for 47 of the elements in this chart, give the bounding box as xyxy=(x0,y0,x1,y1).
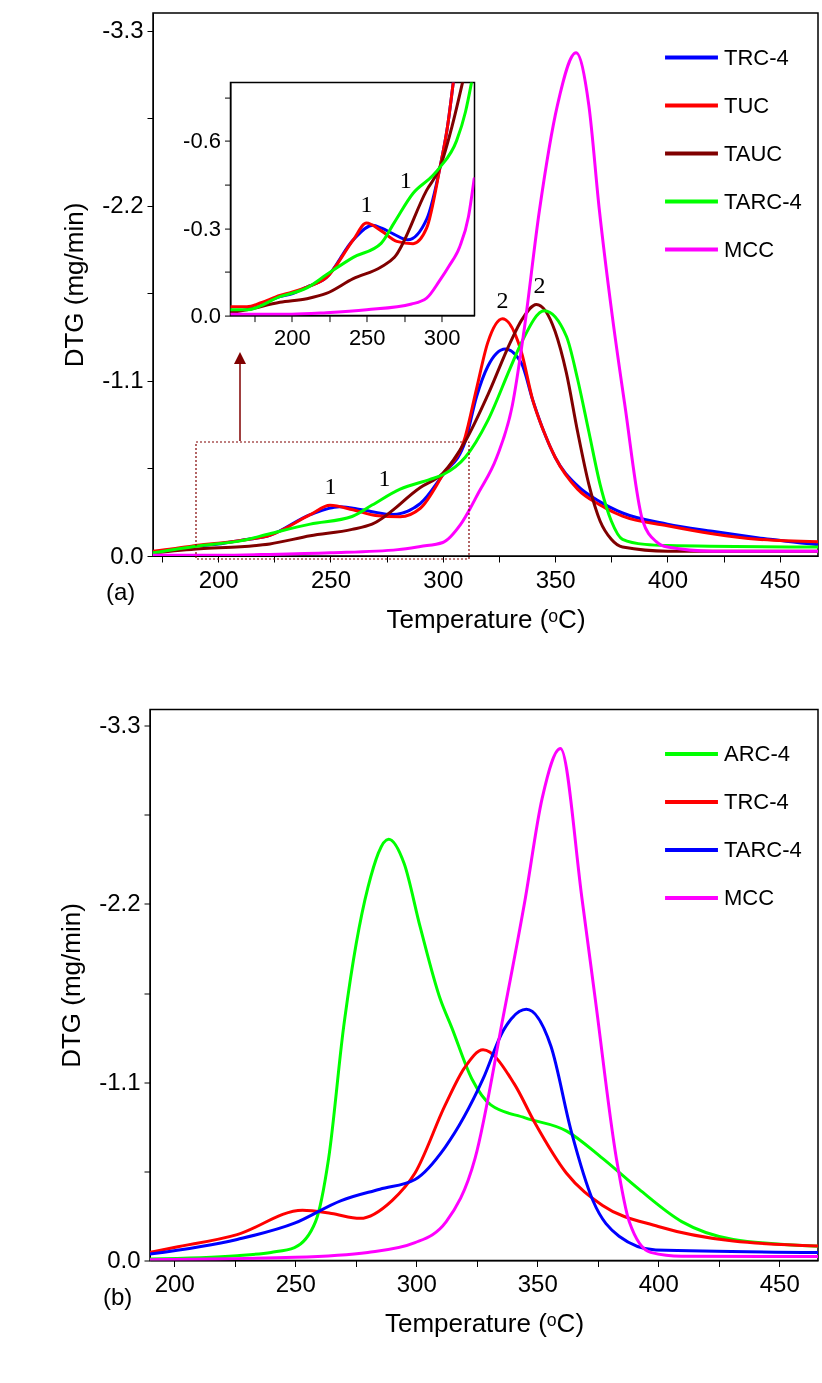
annotation: 1 xyxy=(399,167,412,194)
x-tick-label: 250 xyxy=(310,565,352,593)
y-tick-label: -0.3 xyxy=(183,215,221,241)
y-tick-label: -0.6 xyxy=(183,128,221,154)
y-axis-title: DTG (mg/min) xyxy=(59,202,90,368)
x-tick-label: 200 xyxy=(154,1270,195,1297)
legend-label: TARC-4 xyxy=(724,837,802,862)
y-tick-label: -2.2 xyxy=(99,889,141,917)
legend-label: TAUC xyxy=(724,140,783,166)
x-tick-label: 300 xyxy=(423,565,464,593)
legend-label: MCC xyxy=(724,236,775,262)
x-tick-label: 250 xyxy=(348,325,386,351)
legend-label: MCC xyxy=(724,885,775,910)
annotation: 2 xyxy=(533,272,546,299)
text: (b) xyxy=(103,1282,133,1311)
annotation: 1 xyxy=(378,465,391,492)
text: (a) xyxy=(106,578,136,606)
x-axis-title: Temperature (ᵒC) xyxy=(384,1308,585,1338)
y-tick-label: -1.1 xyxy=(99,1067,141,1095)
x-tick-label: 300 xyxy=(423,325,461,351)
x-tick-label: 450 xyxy=(759,1270,800,1297)
legend-label: ARC-4 xyxy=(724,741,791,766)
legend-label: TRC-4 xyxy=(724,44,789,70)
y-tick-label: -3.3 xyxy=(99,711,141,739)
x-tick-label: 200 xyxy=(274,325,311,351)
x-tick-label: 400 xyxy=(647,565,688,593)
annotation: 1 xyxy=(360,190,373,217)
annotation: 2 xyxy=(496,286,509,313)
y-tick-label: -1.1 xyxy=(102,366,144,394)
x-tick-label: 250 xyxy=(275,1270,316,1297)
y-tick-label: 0.0 xyxy=(107,1246,141,1273)
legend-label: TUC xyxy=(724,92,770,118)
y-axis-title: DTG (mg/min) xyxy=(56,903,87,1068)
legend-label: TRC-4 xyxy=(724,789,789,814)
y-tick-label: -2.2 xyxy=(102,191,144,219)
x-axis-title: Temperature (ᵒC) xyxy=(386,603,586,634)
y-tick-label: 0.0 xyxy=(110,541,144,569)
annotation: 1 xyxy=(324,473,337,500)
x-tick-label: 200 xyxy=(198,565,239,593)
y-tick-label: -3.3 xyxy=(102,16,144,44)
x-tick-label: 450 xyxy=(760,565,801,593)
x-tick-label: 350 xyxy=(517,1270,558,1297)
y-tick-label: 0.0 xyxy=(190,303,221,329)
x-tick-label: 400 xyxy=(638,1270,679,1297)
legend-label: TARC-4 xyxy=(724,188,802,214)
x-tick-label: 350 xyxy=(535,565,576,593)
x-tick-label: 300 xyxy=(396,1270,437,1297)
